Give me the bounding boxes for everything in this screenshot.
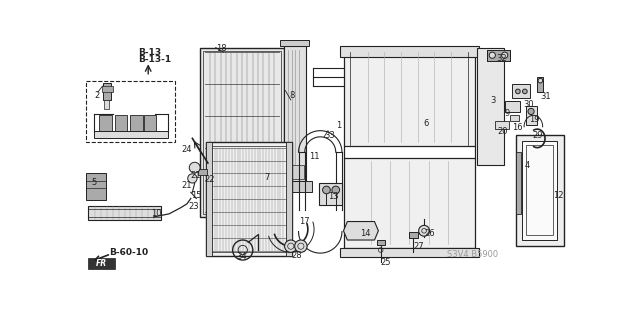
- Bar: [408, 232, 418, 239]
- Text: 20: 20: [497, 127, 508, 136]
- Text: B-13-1: B-13-1: [138, 55, 172, 64]
- Circle shape: [419, 226, 429, 236]
- Text: 23: 23: [189, 202, 199, 211]
- Bar: [510, 115, 520, 122]
- Bar: [131, 115, 143, 132]
- Text: 8: 8: [289, 91, 294, 100]
- Text: 21: 21: [190, 171, 200, 180]
- Text: 10: 10: [151, 209, 162, 218]
- Bar: [319, 183, 342, 204]
- Text: 28: 28: [292, 251, 302, 260]
- Text: 18: 18: [216, 44, 227, 54]
- Bar: [86, 81, 175, 142]
- Bar: [99, 115, 112, 132]
- Text: 26: 26: [424, 229, 435, 238]
- Bar: [527, 145, 553, 235]
- Text: 14: 14: [360, 229, 371, 238]
- Text: 31: 31: [540, 92, 551, 101]
- Text: FR: FR: [96, 259, 108, 268]
- Bar: [340, 248, 479, 257]
- Bar: [143, 115, 156, 132]
- Bar: [513, 85, 529, 98]
- Polygon shape: [344, 221, 378, 240]
- Bar: [104, 100, 109, 109]
- Circle shape: [332, 186, 340, 194]
- Circle shape: [189, 162, 200, 173]
- Bar: [344, 52, 476, 146]
- Circle shape: [522, 89, 527, 94]
- Circle shape: [502, 52, 508, 58]
- Bar: [88, 206, 161, 220]
- Circle shape: [323, 186, 330, 194]
- Bar: [286, 142, 292, 256]
- Text: 12: 12: [554, 191, 564, 200]
- Bar: [86, 173, 106, 200]
- Bar: [115, 115, 127, 132]
- Text: 32: 32: [496, 54, 507, 63]
- Text: 17: 17: [300, 217, 310, 226]
- Text: 5: 5: [92, 178, 97, 188]
- Bar: [487, 50, 510, 61]
- Text: 6: 6: [423, 119, 429, 128]
- Text: 21: 21: [182, 181, 192, 190]
- Text: 15: 15: [191, 191, 202, 200]
- Text: 4: 4: [525, 161, 530, 170]
- Bar: [210, 146, 288, 252]
- Polygon shape: [278, 181, 312, 192]
- Bar: [198, 169, 207, 175]
- Circle shape: [538, 78, 543, 83]
- Text: 16: 16: [513, 123, 523, 132]
- Bar: [477, 48, 504, 165]
- Text: 3: 3: [491, 96, 496, 105]
- Text: 9: 9: [505, 109, 510, 118]
- Text: 33: 33: [324, 131, 335, 140]
- Bar: [88, 258, 115, 269]
- Bar: [200, 48, 284, 217]
- Bar: [205, 142, 212, 256]
- Bar: [522, 141, 557, 240]
- Text: 27: 27: [413, 242, 424, 251]
- Text: 19: 19: [529, 115, 540, 124]
- Bar: [537, 77, 543, 92]
- Bar: [516, 152, 521, 214]
- Text: 11: 11: [308, 152, 319, 161]
- Bar: [204, 51, 281, 214]
- Text: B-13: B-13: [138, 48, 161, 56]
- Bar: [377, 240, 385, 245]
- Circle shape: [516, 89, 520, 94]
- Bar: [344, 158, 476, 248]
- Bar: [505, 101, 520, 112]
- Text: 7: 7: [264, 173, 270, 182]
- Bar: [94, 131, 168, 138]
- Polygon shape: [280, 40, 309, 46]
- Text: 30: 30: [524, 100, 534, 109]
- Text: S3V4 B5900: S3V4 B5900: [447, 250, 498, 259]
- Text: 2: 2: [94, 91, 99, 100]
- Bar: [525, 106, 537, 125]
- Bar: [103, 83, 111, 100]
- Text: 24: 24: [182, 145, 192, 153]
- Bar: [102, 86, 113, 92]
- Bar: [284, 46, 305, 181]
- Text: 29: 29: [532, 131, 543, 140]
- Text: 22: 22: [204, 175, 214, 184]
- Circle shape: [489, 52, 495, 58]
- Bar: [205, 142, 292, 256]
- Circle shape: [188, 174, 197, 183]
- Text: 25: 25: [381, 258, 391, 267]
- Text: 1: 1: [336, 122, 341, 130]
- Text: B-60-10: B-60-10: [109, 248, 148, 257]
- Bar: [495, 122, 509, 129]
- Bar: [340, 46, 479, 57]
- Circle shape: [285, 240, 297, 252]
- Bar: [285, 165, 304, 179]
- Text: 13: 13: [328, 192, 339, 201]
- Circle shape: [528, 108, 534, 115]
- Text: 34: 34: [237, 252, 247, 261]
- Bar: [516, 135, 564, 246]
- Circle shape: [294, 240, 307, 252]
